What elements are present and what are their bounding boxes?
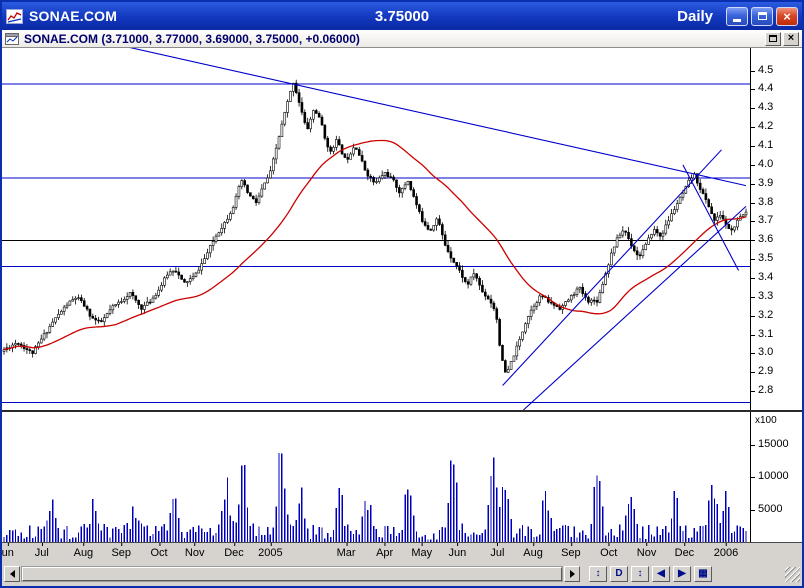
titlebar-controls: Daily × xyxy=(677,6,798,26)
chart-close-button[interactable]: × xyxy=(783,31,799,46)
price-chart-canvas[interactable] xyxy=(2,48,750,410)
volume-tick-label: 10000 xyxy=(751,470,789,482)
page-left-button[interactable]: ◀ xyxy=(652,566,670,582)
price-tick-label: 2.9 xyxy=(751,365,774,378)
window-title: SONAE.COM xyxy=(29,8,118,24)
close-button[interactable]: × xyxy=(776,6,798,26)
chart-window-icon xyxy=(5,32,19,45)
time-axis-label: Jun xyxy=(448,543,467,559)
price-tick-label: 4.2 xyxy=(751,120,774,133)
price-tick-label: 3.2 xyxy=(751,308,774,321)
price-tick-label: 4.0 xyxy=(751,157,774,170)
trendlines-layer xyxy=(129,48,747,410)
time-axis-label: Apr xyxy=(376,543,394,559)
left-arrow-icon xyxy=(6,570,15,578)
horizontal-lines-layer xyxy=(2,83,750,403)
time-axis-label: Dec xyxy=(224,543,244,559)
scroll-right-button[interactable] xyxy=(564,566,580,582)
titlebar-last-price: 3.75000 xyxy=(374,7,430,25)
price-tick-label: 3.6 xyxy=(751,233,774,246)
price-tick-label: 3.0 xyxy=(751,346,774,359)
time-axis-label: Jul xyxy=(34,543,49,559)
page-right-button[interactable]: ▶ xyxy=(673,566,691,582)
scrollbar-thumb[interactable] xyxy=(22,567,562,581)
price-tick-label: 3.3 xyxy=(751,289,774,302)
time-axis-label: 2005 xyxy=(258,543,283,559)
price-tick-label: 4.1 xyxy=(751,139,774,152)
price-tick-label: 4.5 xyxy=(751,63,774,76)
time-axis-label: Sep xyxy=(111,543,132,559)
time-axis-label: un xyxy=(2,543,14,559)
price-tick-label: 3.8 xyxy=(751,195,774,208)
scroll-left-button[interactable] xyxy=(4,566,20,582)
scrollbar-track[interactable] xyxy=(21,566,563,582)
volume-tick-label: 15000 xyxy=(751,437,789,450)
chart-window-titlebar[interactable]: SONAE.COM (3.71000, 3.77000, 3.69000, 3.… xyxy=(2,30,802,48)
app-icon xyxy=(6,8,23,24)
time-axis: un Jul Aug Sep Oct Nov Dec 2005 Mar Apr May Jun Jul A… xyxy=(2,542,802,562)
volume-axis[interactable]: x100 15000 10000 5000 xyxy=(750,412,802,542)
chart-maximize-button[interactable] xyxy=(765,31,781,46)
right-arrow-icon xyxy=(569,570,579,578)
time-axis-label: 2006 xyxy=(713,543,739,559)
time-axis-label: Aug xyxy=(73,543,94,559)
time-axis-label: Mar xyxy=(336,543,356,559)
price-tick-label: 3.1 xyxy=(751,327,774,340)
grid-button[interactable]: ▦ xyxy=(694,566,712,582)
title-bar[interactable]: SONAE.COM 3.75000 Daily × xyxy=(2,2,802,30)
chart-window-title: SONAE.COM (3.71000, 3.77000, 3.69000, 3.… xyxy=(24,31,360,46)
time-axis-label: Nov xyxy=(636,543,657,559)
price-tick-label: 4.3 xyxy=(751,101,774,114)
price-tick-label: 3.7 xyxy=(751,214,774,227)
time-axis-label: Dec xyxy=(674,543,695,559)
time-axis-label: May xyxy=(411,543,433,559)
resize-grip[interactable] xyxy=(785,566,800,582)
minimize-icon xyxy=(733,18,741,22)
candles-layer xyxy=(2,79,748,374)
maximize-icon xyxy=(769,35,777,42)
bottom-bar: ↕ D ↕ ◀ ▶ ▦ xyxy=(2,562,802,586)
volume-bars-layer xyxy=(3,453,747,542)
chart-toolbar: ↕ D ↕ ◀ ▶ ▦ xyxy=(589,566,712,582)
time-axis-label: Oct xyxy=(150,543,168,559)
volume-chart-canvas[interactable] xyxy=(2,412,750,542)
time-axis-label: Oct xyxy=(600,543,618,559)
time-axis-label: Jul xyxy=(490,543,505,559)
volume-pane: x100 15000 10000 5000 xyxy=(2,410,802,542)
volume-scale-label: x100 xyxy=(755,415,777,426)
time-axis-label: Sep xyxy=(561,543,581,559)
periodicity-daily-button[interactable]: D xyxy=(610,566,628,582)
price-pane: 4.5 4.4 4.3 4.2 4.1 4.0 3.9 3.8 3.7 3.6 3.5 3.4 3.3 3… xyxy=(2,48,802,410)
chart-window-controls: × xyxy=(765,31,799,46)
time-axis-label: Aug xyxy=(523,543,543,559)
price-tick-label: 4.4 xyxy=(751,82,774,95)
minimize-button[interactable] xyxy=(726,6,748,26)
price-tick-label: 3.5 xyxy=(751,252,774,265)
price-axis[interactable]: 4.5 4.4 4.3 4.2 4.1 4.0 3.9 3.8 3.7 3.6 3.5 3.4 3.3 3… xyxy=(750,48,802,410)
titlebar-periodicity: Daily xyxy=(677,7,713,25)
price-tick-label: 3.4 xyxy=(751,271,774,284)
restore-button[interactable] xyxy=(751,6,773,26)
time-axis-label: Nov xyxy=(184,543,205,559)
price-tick-label: 2.8 xyxy=(751,384,774,397)
price-tick-label: 3.9 xyxy=(751,176,774,189)
volume-tick-label: 5000 xyxy=(751,502,783,515)
time-scale-button[interactable]: ↕ xyxy=(631,566,649,582)
value-scale-button[interactable]: ↕ xyxy=(589,566,607,582)
restore-icon xyxy=(757,12,767,20)
moving-average-layer xyxy=(3,139,747,351)
